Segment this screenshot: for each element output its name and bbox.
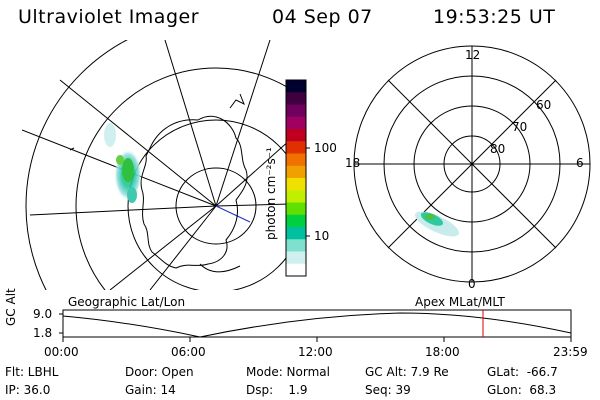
colorbar-segment <box>286 129 306 142</box>
colorbar-tick-100: 100 <box>314 141 337 155</box>
colorbar-segment <box>286 190 306 203</box>
mlat-label-70: 70 <box>512 120 528 134</box>
colorbar-segment <box>286 141 306 154</box>
colorbar-segment <box>286 165 306 179</box>
geographic-map <box>22 40 290 290</box>
time-display: 19:53:25 UT <box>433 6 556 28</box>
colorbar-tick-10: 10 <box>314 229 330 243</box>
mlat-label-80: 80 <box>490 142 506 156</box>
colorbar-segment <box>286 239 306 252</box>
colorbar-segment <box>286 92 306 105</box>
coastline <box>140 115 248 269</box>
colorbar-segment <box>286 214 306 228</box>
mlt-label-12: 12 <box>465 48 481 62</box>
status-glat: GLat: -66.7 <box>487 365 558 379</box>
status-door: Door: Open <box>125 365 194 379</box>
date-display: 04 Sep 07 <box>272 6 373 28</box>
mlt-label-18: 18 <box>345 156 361 170</box>
polar-panel-label: Apex MLat/MLT <box>415 295 505 309</box>
status-mode: Mode: Normal <box>246 365 330 379</box>
status-gain: Gain: 14 <box>125 383 176 397</box>
timeline-xtick: 23:59 <box>553 345 588 359</box>
geo-panel-label: Geographic Lat/Lon <box>68 295 186 309</box>
colorbar-segment <box>286 178 306 191</box>
colorbar-segment <box>286 202 306 216</box>
mlt-label-6: 6 <box>576 156 584 170</box>
altitude-timeline <box>59 309 572 342</box>
timeline-xtick: 06:00 <box>171 345 206 359</box>
status-ip: IP: 36.0 <box>5 383 51 397</box>
timeline-xtick: 12:00 <box>298 345 333 359</box>
timeline-ytick-bottom: 1.8 <box>33 326 53 340</box>
colorbar-frame <box>285 79 307 277</box>
aurora-geo <box>104 123 142 203</box>
colorbar-unit-label: photon cm⁻²s⁻¹ <box>264 147 278 240</box>
aurora-polar <box>414 211 460 237</box>
mlat-label-60: 60 <box>536 98 552 112</box>
status-seq: Seq: 39 <box>365 383 411 397</box>
status-gc-alt: GC Alt: 7.9 Re <box>365 365 449 379</box>
status-glon: GLon: 68.3 <box>487 383 557 397</box>
app-title: Ultraviolet Imager <box>18 6 200 28</box>
timeline-ylabel: GC Alt <box>4 288 18 326</box>
polar-plot <box>353 45 591 283</box>
mlt-label-0: 0 <box>468 277 476 291</box>
status-filter: Flt: LBHL <box>5 365 59 379</box>
colorbar-segment <box>286 227 306 240</box>
colorbar-segment <box>286 263 306 277</box>
timeline-xtick: 00:00 <box>44 345 79 359</box>
colorbar-segment <box>286 251 306 265</box>
colorbar-segment <box>286 153 306 167</box>
colorbar-segment <box>286 116 306 130</box>
colorbar-segment <box>286 104 306 118</box>
timeline-ytick-top: 9.0 <box>33 307 53 321</box>
status-dsp: Dsp: 1.9 <box>246 383 308 397</box>
colorbar-segment <box>286 80 306 93</box>
timeline-xtick: 18:00 <box>425 345 460 359</box>
colorbar <box>285 79 310 277</box>
